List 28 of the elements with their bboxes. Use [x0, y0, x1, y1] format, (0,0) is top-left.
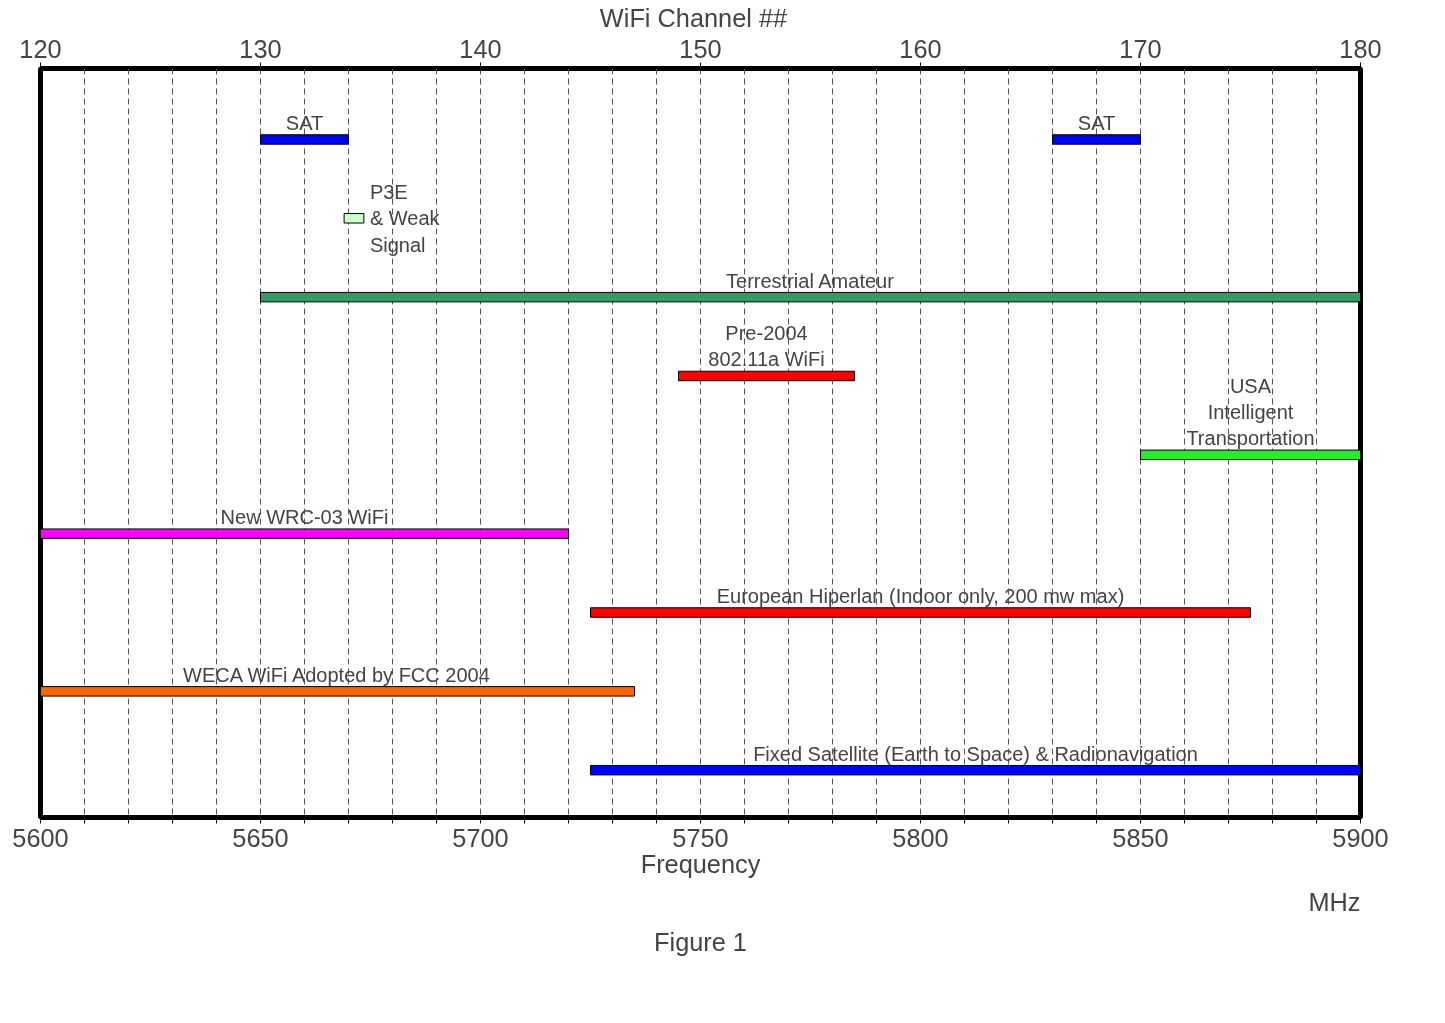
- series-label: Pre-2004 802.11a WiFi: [708, 322, 825, 371]
- x-tick-label: 5600: [12, 823, 69, 852]
- x2-tick-label: 150: [679, 34, 722, 63]
- series-label: USA Intelligent Transportation: [1186, 374, 1315, 450]
- x2-tick-label: 160: [899, 34, 942, 63]
- x-tick-label: 5800: [892, 823, 949, 852]
- series-label: Terrestrial Amateur: [726, 269, 895, 292]
- x-axis-title: Frequency: [640, 849, 761, 878]
- x2-tick-label: 140: [459, 34, 502, 63]
- x-tick-label: 5650: [232, 823, 289, 852]
- text: MHz: [1308, 887, 1361, 916]
- series-label: SAT: [285, 111, 324, 134]
- x2-tick-label: 170: [1119, 34, 1162, 63]
- series-label: SAT: [1077, 111, 1116, 134]
- series-label: European Hiperlan (Indoor only, 200 mw max): [716, 584, 1125, 607]
- x2-axis-title: WiFi Channel ##: [599, 3, 788, 32]
- x2-tick-label: 120: [19, 34, 62, 63]
- x-tick-label: 5850: [1112, 823, 1169, 852]
- x2-tick-label: 180: [1339, 34, 1382, 63]
- x-tick-label: 5750: [672, 823, 729, 852]
- x2-tick-label: 130: [239, 34, 282, 63]
- series-label: P3E & Weak Signal: [369, 180, 441, 256]
- x-tick-label: 5900: [1332, 823, 1389, 852]
- series-label: WECA WiFi Adopted by FCC 2004: [183, 663, 490, 686]
- x-tick-label: 5700: [452, 823, 509, 852]
- caption: Figure 1: [654, 927, 747, 956]
- series-label: New WRC-03 WiFi: [220, 506, 389, 529]
- series-label: Fixed Satellite (Earth to Space) & Radionavigation: [753, 742, 1198, 765]
